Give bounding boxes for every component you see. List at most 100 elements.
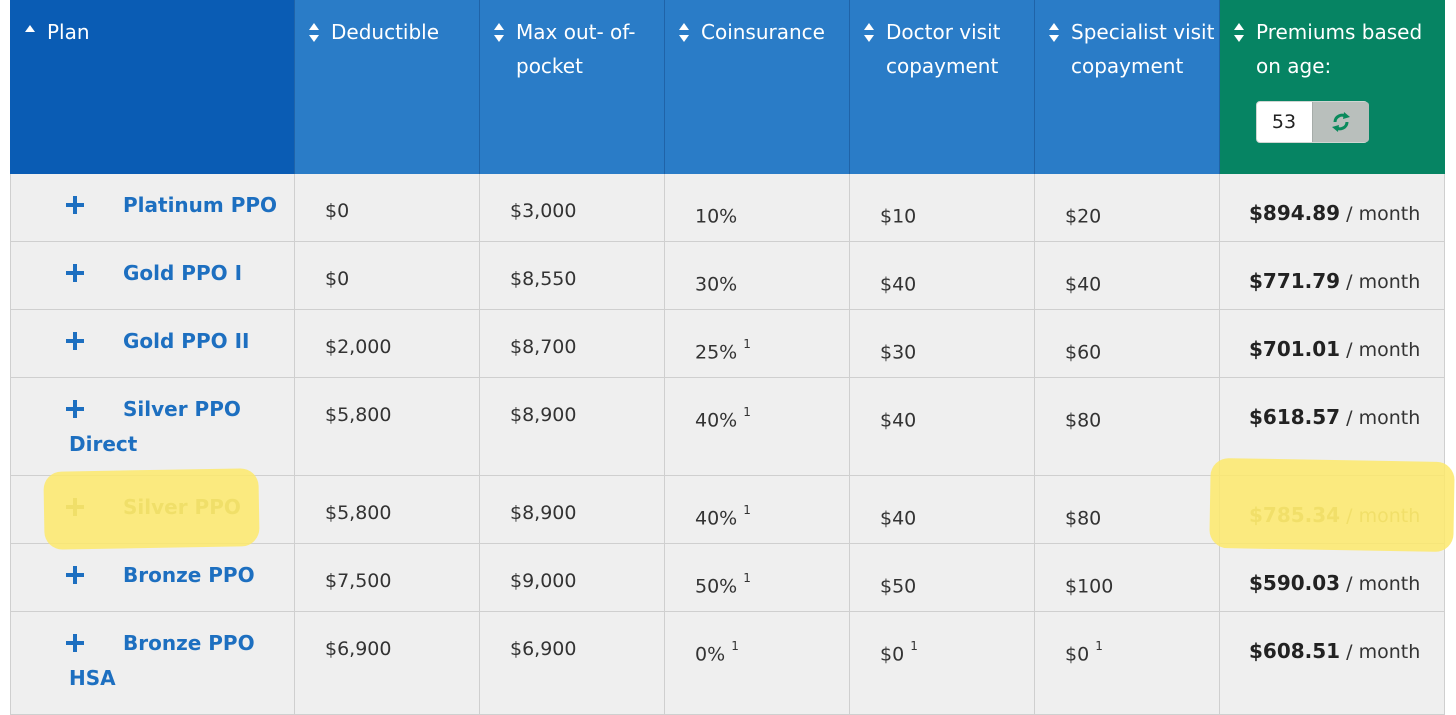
specialist-copay-value: $80 bbox=[1065, 409, 1102, 432]
cell-deductible: $6,900 bbox=[295, 612, 480, 715]
premium-value: $590.03 bbox=[1249, 571, 1341, 595]
deductible-value: $5,800 bbox=[325, 404, 392, 426]
cell-premium: $608.51 / month bbox=[1220, 612, 1445, 715]
cell-max-oop: $6,900 bbox=[480, 612, 665, 715]
cell-doctor: $50 bbox=[850, 544, 1035, 612]
cell-premium: $771.79 / month bbox=[1220, 242, 1445, 310]
cell-doctor: $40 bbox=[850, 378, 1035, 476]
refresh-icon bbox=[1332, 112, 1350, 132]
doctor-copay-value: $40 bbox=[880, 409, 917, 432]
cell-specialist: $80 bbox=[1035, 378, 1220, 476]
footnote-marker: 1 bbox=[910, 639, 918, 653]
header-max-oop[interactable]: Max out- of- pocket bbox=[480, 0, 665, 174]
premium-period: / month bbox=[1340, 641, 1421, 663]
deductible-value: $2,000 bbox=[325, 336, 392, 358]
coinsurance-value: 40% bbox=[695, 507, 738, 530]
cell-premium: $701.01 / month bbox=[1220, 310, 1445, 378]
specialist-copay-value: $80 bbox=[1065, 507, 1102, 530]
header-max-oop-label: Max out- of- pocket bbox=[516, 20, 636, 78]
sort-icon bbox=[493, 23, 505, 45]
header-deductible[interactable]: Deductible bbox=[295, 0, 480, 174]
expand-plus-icon[interactable] bbox=[66, 196, 84, 214]
cell-plan: Gold PPO II bbox=[10, 310, 295, 378]
cell-coinsurance: 40% 1 bbox=[665, 378, 850, 476]
cell-max-oop: $3,000 bbox=[480, 174, 665, 242]
expand-plus-icon[interactable] bbox=[66, 634, 84, 652]
cell-premium: $894.89 / month bbox=[1220, 174, 1445, 242]
coinsurance-value: 50% bbox=[695, 575, 738, 598]
premium-value: $771.79 bbox=[1249, 269, 1341, 293]
plan-name-link[interactable]: Gold PPO II bbox=[123, 329, 250, 353]
cell-max-oop: $8,900 bbox=[480, 476, 665, 544]
footnote-marker: 1 bbox=[743, 337, 751, 351]
plan-name-link[interactable]: Bronze PPO HSA bbox=[69, 631, 255, 690]
premium-value: $894.89 bbox=[1249, 201, 1341, 225]
header-plan[interactable]: Plan bbox=[10, 0, 295, 174]
deductible-value: $0 bbox=[325, 200, 350, 222]
max-oop-value: $8,700 bbox=[510, 336, 577, 358]
cell-specialist: $80 bbox=[1035, 476, 1220, 544]
header-premiums-label: Premiums based on age: bbox=[1256, 20, 1423, 78]
header-specialist[interactable]: Specialist visit copayment bbox=[1035, 0, 1220, 174]
coinsurance-value: 30% bbox=[695, 273, 738, 296]
cell-specialist: $100 bbox=[1035, 544, 1220, 612]
cell-plan: Silver PPO Direct bbox=[10, 378, 295, 476]
expand-plus-icon[interactable] bbox=[66, 264, 84, 282]
expand-plus-icon[interactable] bbox=[66, 400, 84, 418]
premium-period: / month bbox=[1340, 203, 1421, 225]
cell-max-oop: $8,550 bbox=[480, 242, 665, 310]
cell-doctor: $10 bbox=[850, 174, 1035, 242]
header-coinsurance[interactable]: Coinsurance bbox=[665, 0, 850, 174]
specialist-copay-value: $100 bbox=[1065, 575, 1114, 598]
cell-coinsurance: 40% 1 bbox=[665, 476, 850, 544]
premium-value: $608.51 bbox=[1249, 639, 1341, 663]
deductible-value: $0 bbox=[325, 268, 350, 290]
cell-plan: Gold PPO I bbox=[10, 242, 295, 310]
cell-coinsurance: 10% bbox=[665, 174, 850, 242]
sort-icon bbox=[1048, 23, 1060, 45]
doctor-copay-value: $0 bbox=[880, 643, 905, 666]
deductible-value: $5,800 bbox=[325, 502, 392, 524]
max-oop-value: $9,000 bbox=[510, 570, 577, 592]
expand-plus-icon[interactable] bbox=[66, 332, 84, 350]
coinsurance-value: 0% bbox=[695, 643, 726, 666]
highlight-mark-premium bbox=[1209, 457, 1455, 553]
cell-premium: $590.03 / month bbox=[1220, 544, 1445, 612]
cell-doctor: $40 bbox=[850, 242, 1035, 310]
plan-name-link[interactable]: Bronze PPO bbox=[123, 563, 255, 587]
specialist-copay-value: $60 bbox=[1065, 341, 1102, 364]
plan-name-link[interactable]: Gold PPO I bbox=[123, 261, 243, 285]
header-premiums[interactable]: Premiums based on age: 53 bbox=[1220, 0, 1445, 174]
sort-icon bbox=[678, 23, 690, 45]
age-input[interactable]: 53 bbox=[1271, 111, 1297, 133]
cell-specialist: $60 bbox=[1035, 310, 1220, 378]
sort-icon bbox=[1233, 23, 1245, 45]
cell-coinsurance: 30% bbox=[665, 242, 850, 310]
premium-period: / month bbox=[1340, 339, 1421, 361]
premium-period: / month bbox=[1340, 573, 1421, 595]
cell-plan: Bronze PPO bbox=[10, 544, 295, 612]
cell-deductible: $5,800 bbox=[295, 476, 480, 544]
header-plan-label: Plan bbox=[47, 20, 90, 44]
expand-plus-icon[interactable] bbox=[66, 566, 84, 584]
cell-doctor: $40 bbox=[850, 476, 1035, 544]
cell-coinsurance: 50% 1 bbox=[665, 544, 850, 612]
cell-deductible: $2,000 bbox=[295, 310, 480, 378]
header-doctor[interactable]: Doctor visit copayment bbox=[850, 0, 1035, 174]
premium-value: $618.57 bbox=[1249, 405, 1341, 429]
cell-deductible: $7,500 bbox=[295, 544, 480, 612]
max-oop-value: $8,900 bbox=[510, 502, 577, 524]
doctor-copay-value: $40 bbox=[880, 273, 917, 296]
cell-coinsurance: 0% 1 bbox=[665, 612, 850, 715]
cell-deductible: $5,800 bbox=[295, 378, 480, 476]
max-oop-value: $6,900 bbox=[510, 638, 577, 660]
plan-name-link[interactable]: Silver PPO Direct bbox=[69, 397, 241, 456]
cell-max-oop: $9,000 bbox=[480, 544, 665, 612]
highlight-mark-plan bbox=[43, 468, 260, 550]
specialist-copay-value: $40 bbox=[1065, 273, 1102, 296]
specialist-copay-value: $20 bbox=[1065, 205, 1102, 228]
refresh-button[interactable] bbox=[1312, 102, 1369, 142]
doctor-copay-value: $50 bbox=[880, 575, 917, 598]
cell-max-oop: $8,700 bbox=[480, 310, 665, 378]
plan-name-link[interactable]: Platinum PPO bbox=[123, 193, 278, 217]
